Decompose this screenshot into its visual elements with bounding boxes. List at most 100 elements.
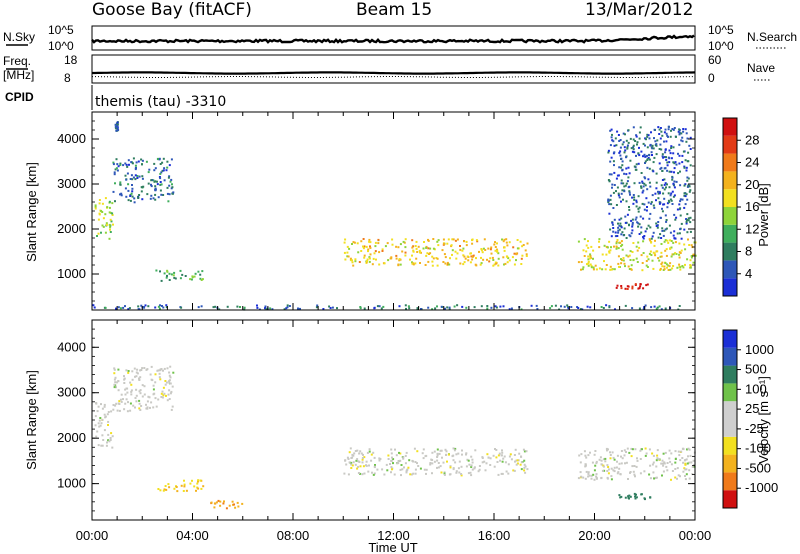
range-cell [513,454,516,456]
range-cell [662,462,664,465]
freq-unit-label: [MHz] [3,68,34,82]
range-cell [689,164,692,167]
range-cell [150,365,153,368]
range-cell [630,455,633,458]
range-cell [619,150,622,153]
range-cell [116,121,119,124]
range-cell [329,307,332,309]
range-cell [101,407,104,410]
range-cell [147,395,150,398]
range-cell [437,462,440,464]
range-cell [114,123,117,126]
range-cell [103,429,106,432]
range-cell [663,156,666,158]
range-cell [166,399,169,402]
range-cell [617,229,620,232]
range-cell [669,262,672,265]
range-cell [654,192,657,195]
x-tick-label: 20:00 [578,528,611,543]
range-cell [353,241,356,244]
range-cell [677,474,680,477]
range-cell [611,133,613,136]
range-cell [613,466,616,469]
range-cell [685,220,688,223]
range-cell [169,180,172,183]
range-cell [109,437,112,439]
range-cell [412,472,415,475]
range-cell [297,307,299,310]
range-cell [674,461,677,464]
range-cell [141,395,144,398]
range-cell [671,203,674,205]
range-cell [692,253,695,256]
range-cell [500,454,503,457]
range-cell [425,254,428,257]
range-cell [619,473,622,476]
range-cell [624,265,626,268]
range-cell [625,182,628,185]
range-cell [639,449,642,452]
range-cell [584,463,587,466]
range-cell [645,227,648,230]
range-cell [617,194,620,197]
range-cell [496,250,499,253]
range-cell [650,254,653,256]
range-cell [635,135,638,138]
range-cell [136,177,139,179]
range-cell [423,241,425,243]
range-cell [663,188,666,191]
range-cell [665,263,668,266]
range-cell [138,402,141,405]
range-cell [658,128,661,131]
range-cell [507,463,510,466]
range-cell [109,439,112,441]
range-cell [160,171,163,174]
range-cell [629,471,632,473]
range-cell [165,306,168,309]
range-cell [436,459,439,462]
range-cell [624,215,627,218]
range-cell [400,474,402,477]
range-cell [97,218,100,221]
range-cell [668,449,671,452]
range-cell [154,373,157,376]
range-cell [641,202,644,205]
range-cell [512,469,515,472]
range-cell [618,218,621,221]
range-cell [644,230,647,233]
range-cell [371,263,374,266]
range-cell [673,230,676,233]
range-cell [657,197,660,200]
range-cell [621,164,624,167]
range-cell [140,369,143,371]
range-cell [115,158,118,161]
range-cell [141,159,144,162]
range-cell [233,503,235,506]
range-cell [625,237,628,239]
range-cell [659,269,662,271]
range-cell [440,449,443,452]
range-cell [170,187,173,190]
range-cell [667,125,670,128]
velocity-ylabel: Slant Range [km] [24,370,39,470]
y-tick-label: 4000 [57,131,86,146]
range-cell [609,268,612,271]
range-cell [391,243,394,246]
range-cell [143,367,146,369]
power-data [92,121,697,311]
range-cell [660,130,663,133]
range-cell [636,143,638,146]
range-cell [644,454,647,457]
range-cell [343,251,346,254]
range-cell [618,151,621,154]
range-cell [132,404,135,407]
range-cell [661,459,664,462]
range-cell [668,161,671,164]
range-cell [200,487,203,490]
range-cell [614,235,617,238]
range-cell [237,505,240,508]
range-cell [619,154,622,157]
range-cell [577,261,580,264]
range-cell [156,180,158,183]
